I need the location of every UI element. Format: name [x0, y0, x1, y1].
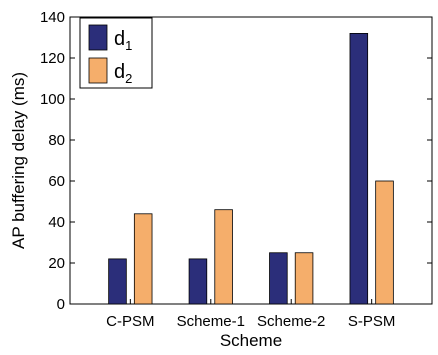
y-axis-title: AP buffering delay (ms) [9, 72, 28, 249]
bar-d1-scheme-1 [188, 258, 208, 305]
legend-label-d2: d2 [114, 61, 132, 86]
legend-swatch-d1 [88, 24, 108, 51]
x-tick-label: C-PSM [106, 313, 154, 330]
x-axis-ticks: C-PSM Scheme-1 Scheme-2 S-PSM [106, 299, 395, 330]
y-tick-label: 20 [48, 255, 65, 272]
bar-d2-s-psm [375, 180, 394, 305]
y-tick-label: 60 [48, 173, 65, 190]
bar-d2-scheme-2 [294, 252, 314, 305]
y-axis-ticks: 0 20 40 60 80 100 120 140 [40, 9, 432, 313]
bar-d1-scheme-2 [269, 252, 288, 305]
x-tick-label: S-PSM [348, 313, 396, 330]
bars-group [108, 33, 394, 305]
x-axis-title: Scheme [220, 331, 282, 350]
legend-label-d1: d1 [114, 28, 132, 53]
y-tick-label: 40 [48, 214, 65, 231]
bar-d1-c-psm [108, 258, 127, 305]
x-tick-label: Scheme-2 [257, 313, 325, 330]
y-tick-label: 100 [40, 91, 65, 108]
y-tick-label: 120 [40, 50, 65, 67]
y-tick-label: 0 [57, 296, 65, 313]
bar-d2-scheme-1 [214, 209, 233, 305]
y-tick-label: 140 [40, 9, 65, 26]
bar-d2-c-psm [133, 213, 153, 305]
x-tick-label: Scheme-1 [177, 313, 245, 330]
bar-d1-s-psm [349, 33, 369, 305]
legend-swatch-d2 [88, 57, 108, 84]
y-tick-label: 80 [48, 132, 65, 149]
